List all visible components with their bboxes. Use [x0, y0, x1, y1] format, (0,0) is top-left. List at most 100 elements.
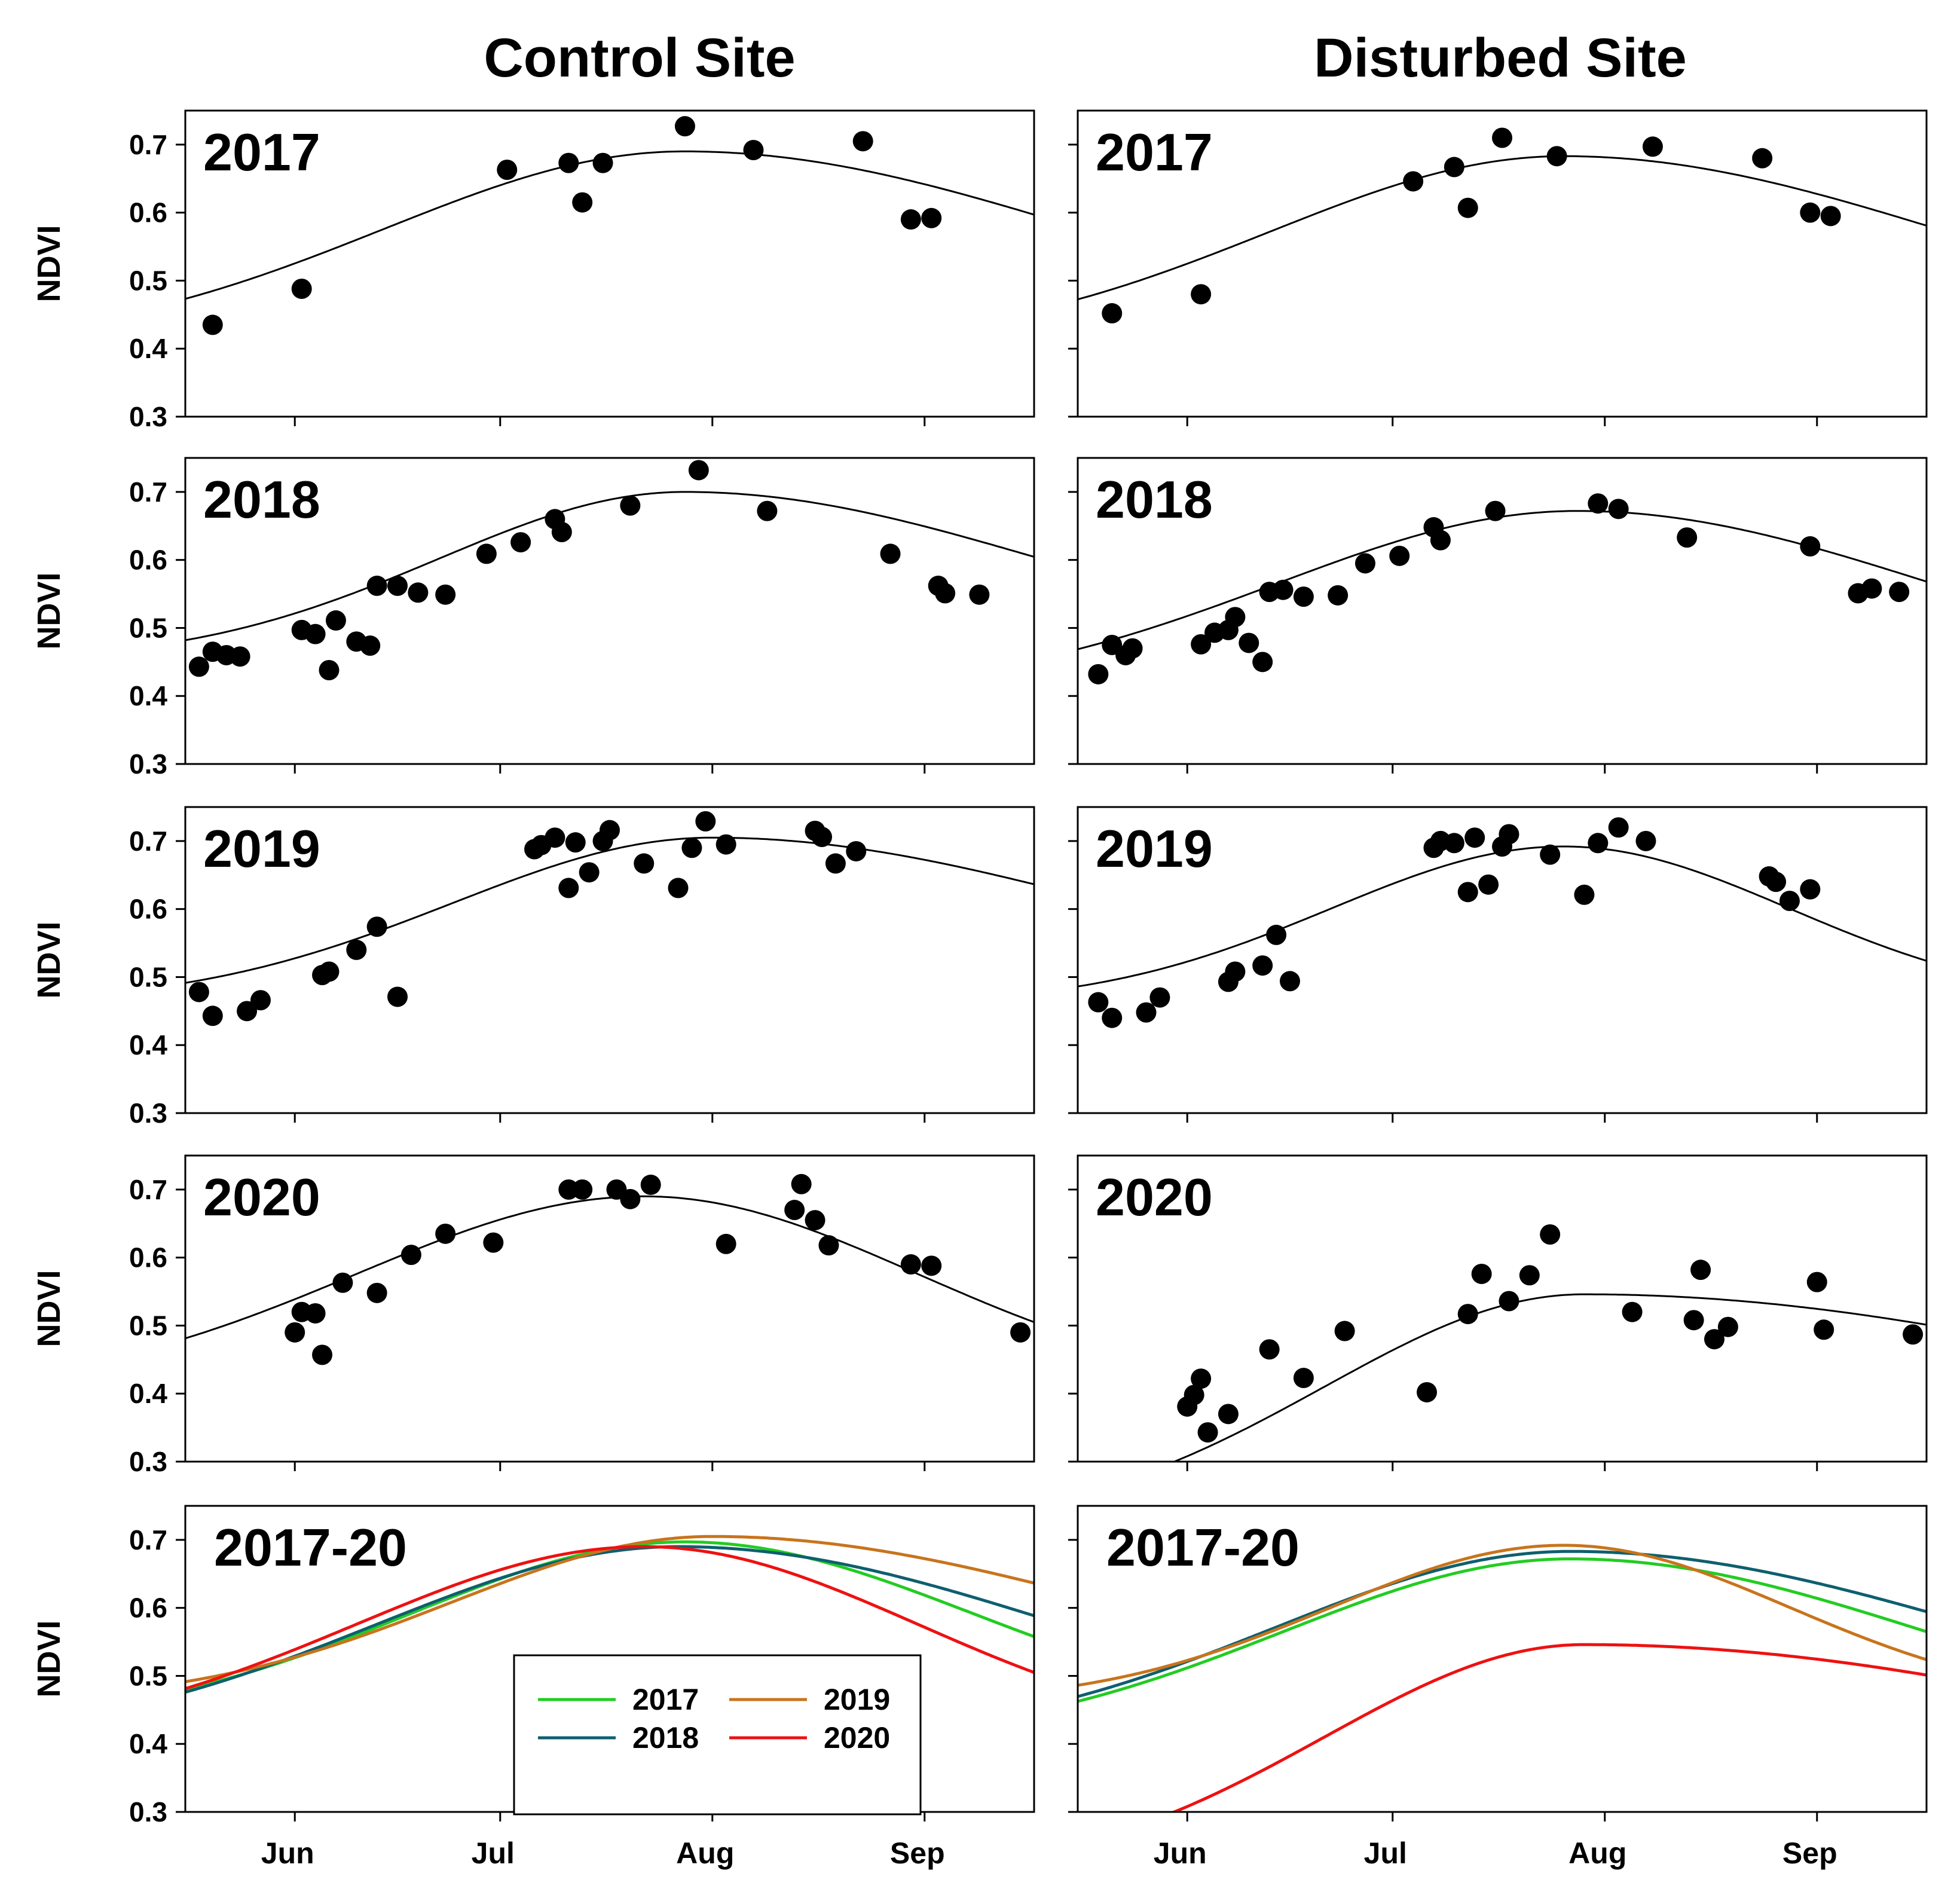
- panel-year-label: 2018: [203, 470, 320, 529]
- panel-disturbed-2017: 2017: [1068, 109, 1928, 426]
- data-point: [805, 1210, 825, 1231]
- y-tick-label: 0.3: [129, 1796, 167, 1827]
- data-point: [921, 207, 942, 228]
- data-point: [1889, 582, 1910, 603]
- data-point: [1800, 202, 1821, 223]
- data-point: [285, 1322, 305, 1343]
- y-axis-label: NDVI: [31, 572, 67, 649]
- fit-curve: [185, 1195, 1034, 1340]
- data-point: [1218, 1404, 1239, 1425]
- data-point: [325, 610, 346, 631]
- y-tick-label: 0.6: [129, 1593, 167, 1624]
- data-point: [1622, 1301, 1643, 1322]
- data-point: [387, 575, 408, 596]
- y-axis-label: NDVI: [31, 1620, 67, 1697]
- data-point: [784, 1200, 805, 1221]
- fit-curve: [185, 836, 1034, 984]
- data-point: [1574, 884, 1595, 905]
- data-point: [545, 827, 565, 848]
- data-point: [305, 624, 326, 644]
- data-point: [1677, 527, 1698, 548]
- data-point: [1293, 586, 1314, 607]
- data-point: [366, 916, 387, 937]
- fit-curve-2018: [185, 1545, 1034, 1694]
- panel-control-2017: 0.3 0.4 0.5 0.6 0.7 NDVI 2017: [31, 109, 1035, 432]
- data-point: [1903, 1324, 1924, 1345]
- data-point: [1478, 874, 1499, 895]
- data-point: [1800, 536, 1821, 557]
- data-point: [1471, 1263, 1492, 1284]
- data-point: [1800, 879, 1821, 900]
- y-tick-label: 0.5: [129, 265, 167, 296]
- fit-curve: [1172, 1293, 1927, 1462]
- data-point: [1704, 1329, 1724, 1350]
- y-tick-label: 0.3: [129, 1098, 167, 1129]
- panel-grid: 0.3 0.4 0.5 0.6 0.7 NDVI 2017 0.3 0.4 0.5 0.6 0.7 ND…: [31, 109, 1928, 1870]
- data-point: [319, 961, 340, 982]
- y-tick-label: 0.6: [129, 197, 167, 228]
- fit-curve-2020: [1170, 1643, 1927, 1812]
- y-tick-label: 0.6: [129, 894, 167, 925]
- data-point: [634, 853, 655, 874]
- data-point: [818, 1235, 839, 1256]
- plot-frame: [184, 109, 1035, 418]
- data-point: [1546, 146, 1567, 167]
- data-point: [572, 192, 593, 213]
- data-point: [1861, 578, 1882, 599]
- data-point: [1499, 824, 1519, 845]
- y-tick-label: 0.5: [129, 1310, 167, 1341]
- data-point: [1102, 1007, 1123, 1028]
- y-tick-label: 0.7: [129, 1524, 167, 1555]
- data-point: [312, 1344, 333, 1365]
- data-point: [825, 853, 846, 874]
- plot-frame: [1077, 1154, 1928, 1463]
- data-point: [1102, 303, 1123, 324]
- data-point: [565, 832, 586, 853]
- panel-control-2020: 0.3 0.4 0.5 0.6 0.7 NDVI 2020: [31, 1154, 1035, 1477]
- y-axis-label: NDVI: [31, 1270, 67, 1347]
- data-point: [1191, 1368, 1212, 1389]
- y-tick-label: 0.7: [129, 826, 167, 857]
- data-point: [510, 532, 531, 553]
- y-tick-label: 0.4: [129, 1378, 167, 1409]
- data-point: [1389, 545, 1410, 566]
- data-point: [852, 131, 873, 152]
- data-point: [1519, 1265, 1540, 1286]
- data-point: [1088, 992, 1109, 1013]
- data-point: [1752, 148, 1773, 169]
- data-point: [250, 990, 271, 1011]
- data-point: [1457, 882, 1478, 903]
- data-point: [600, 820, 620, 841]
- data-point: [188, 982, 209, 1003]
- data-point: [1191, 284, 1212, 305]
- data-point: [1540, 844, 1561, 865]
- data-point: [346, 939, 367, 960]
- panel-disturbed-2019: 2019: [1068, 806, 1928, 1123]
- data-point: [237, 1001, 258, 1022]
- data-point: [695, 811, 716, 832]
- data-point: [202, 314, 223, 335]
- data-point: [1191, 634, 1212, 655]
- y-tick-label: 0.6: [129, 1242, 167, 1273]
- data-point: [620, 1188, 641, 1209]
- fit-curve-2019: [1078, 1544, 1927, 1687]
- data-point: [1136, 1002, 1157, 1023]
- data-point: [1197, 1422, 1218, 1443]
- plot-frame: [1077, 806, 1928, 1114]
- data-point: [551, 522, 572, 543]
- panel-year-label: 2019: [203, 819, 320, 878]
- data-point: [1403, 171, 1424, 192]
- data-point: [1820, 206, 1841, 227]
- legend-label-2019: 2019: [824, 1683, 890, 1716]
- data-point: [715, 1233, 736, 1254]
- data-point: [360, 635, 381, 656]
- data-point: [640, 1174, 661, 1195]
- data-point: [291, 279, 312, 299]
- data-point: [1457, 1304, 1478, 1325]
- legend: 2017 2018 2019 2020: [513, 1654, 922, 1816]
- data-point: [880, 543, 901, 564]
- plot-frame: [1077, 457, 1928, 765]
- y-tick-label: 0.3: [129, 401, 167, 432]
- data-point: [319, 659, 340, 680]
